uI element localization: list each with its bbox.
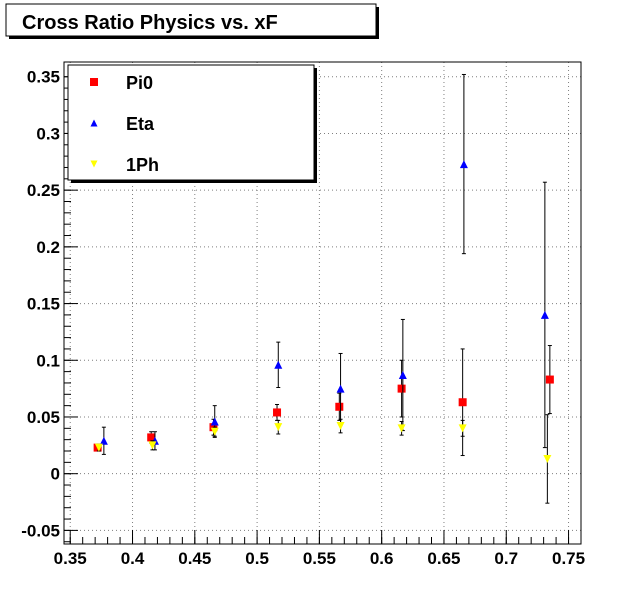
data-point-1ph xyxy=(543,454,552,463)
y-tick-label: 0 xyxy=(51,465,60,484)
data-layer xyxy=(93,73,554,504)
data-point-eta xyxy=(210,417,219,426)
x-tick-label: 0.4 xyxy=(121,549,145,568)
y-tick-labels: -0.05 0 0.05 0.1 0.15 0.2 0.25 0.3 0.35 xyxy=(21,68,60,541)
data-point-1ph xyxy=(148,441,157,450)
data-point-1ph xyxy=(458,424,467,433)
x-tick-label: 0.45 xyxy=(178,549,211,568)
data-point-eta xyxy=(398,371,407,380)
data-point-pi0 xyxy=(147,433,156,442)
data-point-eta xyxy=(540,310,549,319)
data-point-eta xyxy=(99,436,108,445)
legend-items: Pi0 Eta 1Ph xyxy=(90,73,159,175)
x-tick-label: 0.7 xyxy=(494,549,518,568)
data-point-pi0 xyxy=(545,375,554,384)
data-point-1ph xyxy=(397,424,406,433)
legend-marker-eta xyxy=(90,119,98,127)
y-tick-label: 0.15 xyxy=(27,295,60,314)
data-point-1ph xyxy=(274,423,283,432)
legend-label-eta: Eta xyxy=(126,114,155,134)
x-tick-labels: 0.35 0.4 0.45 0.5 0.55 0.6 0.65 0.7 0.75 xyxy=(54,549,585,568)
legend-label-pi0: Pi0 xyxy=(126,73,153,93)
y-tick-label: 0.2 xyxy=(36,238,60,257)
tick-layer xyxy=(64,76,570,544)
legend-label-1ph: 1Ph xyxy=(126,155,159,175)
y-tick-label: 0.35 xyxy=(27,68,60,87)
x-tick-label: 0.6 xyxy=(370,549,394,568)
data-point-1ph xyxy=(336,422,345,431)
data-point-pi0 xyxy=(273,408,282,417)
x-tick-label: 0.65 xyxy=(427,549,460,568)
data-point-1ph xyxy=(94,443,103,452)
legend: Pi0 Eta 1Ph xyxy=(67,64,317,183)
y-tick-label: 0.25 xyxy=(27,181,60,200)
data-point-eta xyxy=(459,160,468,169)
x-tick-label: 0.35 xyxy=(54,549,87,568)
legend-box xyxy=(67,64,315,181)
series-pi0 xyxy=(93,345,554,457)
chart-title: Cross Ratio Physics vs. xF xyxy=(22,12,278,34)
y-tick-label: -0.05 xyxy=(21,521,60,540)
x-tick-label: 0.55 xyxy=(303,549,336,568)
y-tick-label: 0.1 xyxy=(36,351,60,370)
legend-marker-1ph xyxy=(90,160,98,168)
data-point-pi0 xyxy=(397,384,406,393)
data-point-eta xyxy=(336,384,345,393)
series-1ph xyxy=(94,414,552,504)
x-tick-label: 0.75 xyxy=(552,549,585,568)
y-tick-label: 0.05 xyxy=(27,408,60,427)
y-tick-label: 0.3 xyxy=(36,124,60,143)
legend-marker-pi0 xyxy=(90,78,98,86)
title-box xyxy=(5,3,377,37)
data-point-eta xyxy=(274,360,283,369)
data-point-pi0 xyxy=(335,402,344,411)
data-point-pi0 xyxy=(458,398,467,407)
plot-frame xyxy=(63,61,582,545)
x-tick-label: 0.5 xyxy=(245,549,269,568)
data-point-1ph xyxy=(210,427,219,436)
